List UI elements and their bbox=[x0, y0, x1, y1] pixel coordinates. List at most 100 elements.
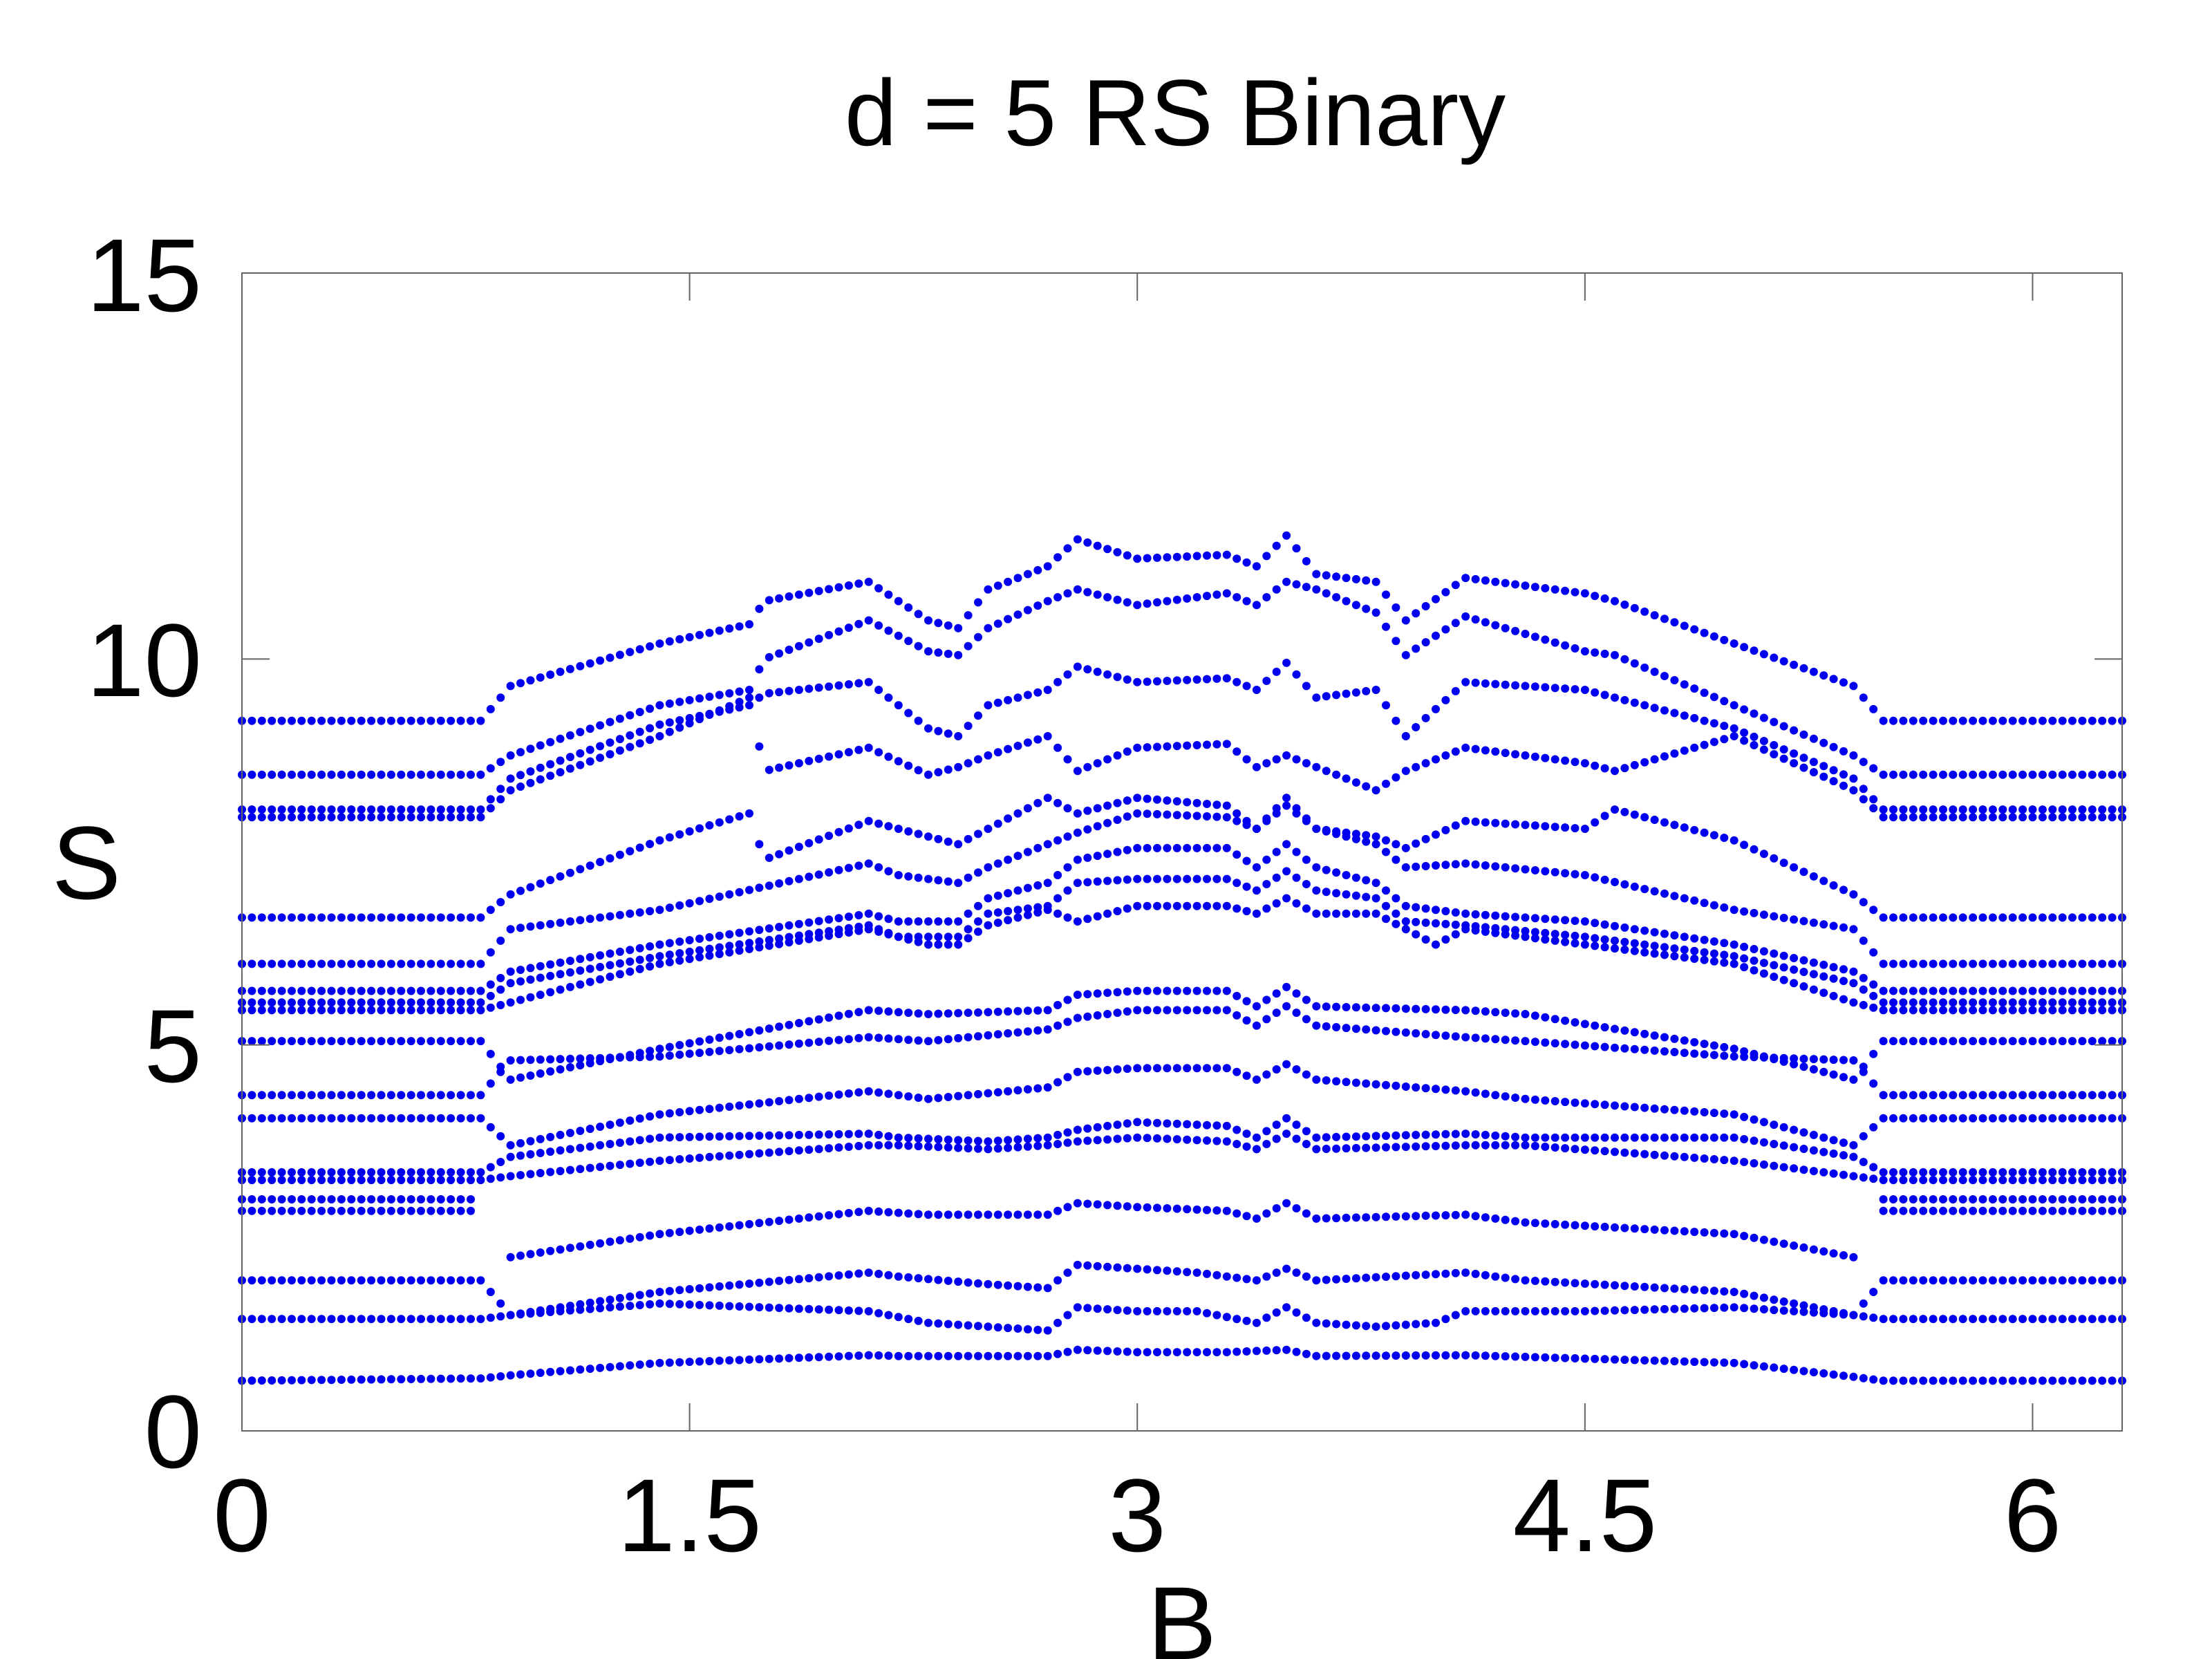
data-point bbox=[1461, 574, 1470, 583]
data-point bbox=[1093, 1123, 1102, 1132]
data-point bbox=[1163, 1348, 1172, 1357]
data-point bbox=[1302, 1070, 1311, 1079]
data-point bbox=[874, 1351, 883, 1360]
data-point bbox=[486, 1313, 495, 1322]
data-point bbox=[1521, 581, 1530, 590]
data-point bbox=[1491, 862, 1500, 871]
data-point bbox=[944, 765, 953, 774]
data-point bbox=[1591, 941, 1600, 950]
data-point bbox=[427, 1195, 435, 1203]
data-point bbox=[646, 907, 655, 916]
data-point bbox=[1611, 1101, 1619, 1110]
data-point bbox=[725, 815, 734, 824]
data-point bbox=[934, 1319, 943, 1328]
data-point bbox=[904, 1092, 913, 1101]
data-point bbox=[1600, 1023, 1609, 1032]
data-point bbox=[1680, 680, 1689, 689]
data-point bbox=[1351, 1078, 1360, 1087]
data-point bbox=[1013, 1006, 1022, 1015]
data-point bbox=[576, 1165, 585, 1174]
data-point bbox=[874, 1130, 883, 1139]
data-point bbox=[1600, 1355, 1609, 1364]
data-point bbox=[974, 1089, 982, 1098]
data-point bbox=[1232, 850, 1241, 859]
data-point bbox=[1272, 899, 1281, 908]
data-point bbox=[1600, 812, 1609, 821]
data-point bbox=[1899, 805, 1908, 814]
data-point bbox=[834, 926, 843, 934]
data-point bbox=[1640, 1150, 1649, 1159]
data-point bbox=[1571, 1098, 1580, 1107]
data-point bbox=[1481, 618, 1490, 627]
data-point bbox=[297, 959, 306, 968]
data-point bbox=[556, 970, 565, 979]
data-point bbox=[526, 767, 535, 776]
data-point bbox=[1511, 864, 1520, 873]
data-point bbox=[1282, 658, 1291, 667]
data-point bbox=[1501, 1132, 1510, 1141]
plot-frame bbox=[241, 272, 2123, 1432]
data-point bbox=[884, 1351, 893, 1360]
data-point bbox=[1222, 1348, 1231, 1357]
data-point bbox=[1530, 1353, 1539, 1362]
data-point bbox=[576, 980, 585, 989]
data-point bbox=[277, 805, 286, 814]
data-point bbox=[1600, 1100, 1609, 1109]
data-point bbox=[1759, 1362, 1768, 1371]
data-point bbox=[1511, 681, 1520, 690]
data-point bbox=[1670, 1105, 1679, 1114]
data-point bbox=[874, 1033, 883, 1042]
data-point bbox=[1212, 590, 1221, 599]
data-point bbox=[993, 619, 1002, 628]
data-point bbox=[367, 813, 376, 822]
data-point bbox=[844, 912, 853, 921]
data-point bbox=[1879, 959, 1888, 968]
data-point bbox=[1998, 1114, 2007, 1123]
data-point bbox=[1709, 1041, 1718, 1050]
data-point bbox=[536, 879, 545, 888]
data-point bbox=[2068, 1176, 2077, 1185]
data-point bbox=[1630, 1224, 1639, 1233]
data-point bbox=[1481, 1271, 1490, 1280]
data-point bbox=[655, 1299, 664, 1308]
data-point bbox=[386, 1206, 395, 1215]
data-point bbox=[1670, 1034, 1679, 1043]
data-point bbox=[2098, 716, 2107, 725]
data-point bbox=[1790, 863, 1799, 872]
data-point bbox=[2008, 1206, 2017, 1215]
series-s8 bbox=[1879, 1195, 2126, 1203]
data-point bbox=[1720, 958, 1729, 967]
data-point bbox=[715, 1033, 724, 1042]
data-point bbox=[467, 770, 475, 779]
data-point bbox=[456, 959, 465, 968]
data-point bbox=[884, 1311, 893, 1320]
data-point bbox=[417, 1276, 425, 1285]
data-point bbox=[894, 1008, 903, 1017]
data-point bbox=[397, 1276, 406, 1285]
data-point bbox=[357, 1375, 366, 1384]
data-point bbox=[307, 1315, 316, 1324]
data-point bbox=[844, 1306, 853, 1315]
data-point bbox=[1650, 887, 1659, 896]
data-point bbox=[386, 1037, 395, 1046]
data-point bbox=[964, 1033, 973, 1042]
data-point bbox=[347, 1276, 356, 1285]
data-point bbox=[974, 598, 982, 607]
data-point bbox=[297, 913, 306, 922]
data-point bbox=[1113, 1347, 1122, 1356]
data-point bbox=[735, 687, 744, 696]
data-point bbox=[894, 932, 903, 941]
data-point bbox=[1451, 747, 1460, 756]
data-point bbox=[1521, 1306, 1530, 1315]
data-point bbox=[904, 1009, 913, 1018]
data-point bbox=[1123, 1202, 1132, 1211]
data-point bbox=[1073, 809, 1082, 818]
data-point bbox=[615, 1138, 624, 1147]
data-point bbox=[526, 778, 535, 787]
data-point bbox=[854, 745, 863, 754]
data-point bbox=[307, 1176, 316, 1185]
data-point bbox=[785, 877, 794, 885]
data-point bbox=[1730, 639, 1738, 648]
data-point bbox=[974, 755, 982, 764]
data-point bbox=[655, 836, 664, 845]
